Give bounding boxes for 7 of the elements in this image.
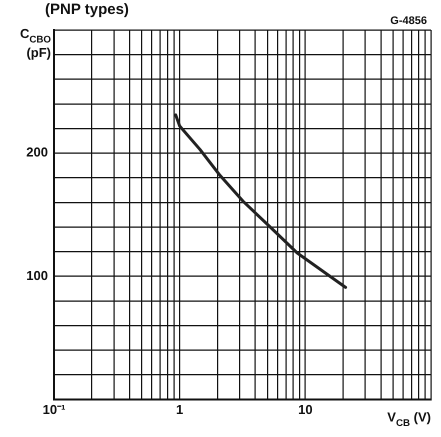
x-tick-label: 10⁻¹ bbox=[42, 402, 66, 417]
text: G-4856 bbox=[390, 15, 428, 27]
y-tick-label: 100 bbox=[26, 268, 48, 283]
chart-title: (PNP types) bbox=[45, 1, 129, 18]
x-tick-label: 10 bbox=[298, 402, 313, 417]
y-tick-label: 200 bbox=[26, 144, 48, 160]
x-tick-label: 1 bbox=[176, 402, 184, 417]
